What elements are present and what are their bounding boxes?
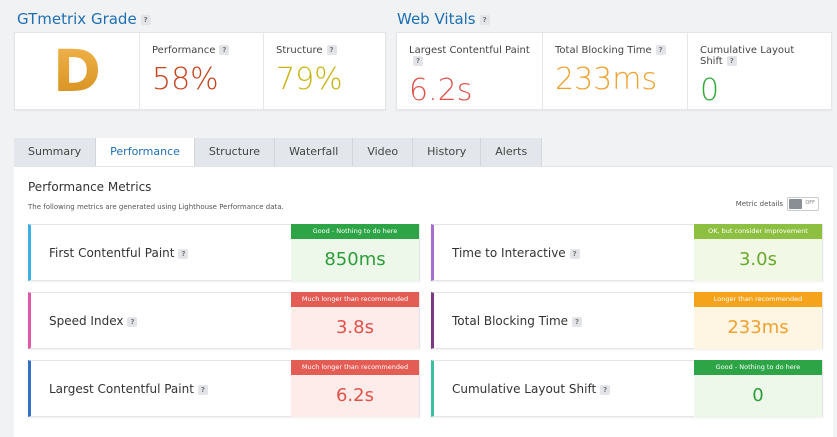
gtmetrix-grade-card: D Performance? 58% Structure? 79% [14,32,386,110]
help-icon[interactable]: ? [140,14,151,25]
tab-alerts[interactable]: Alerts [481,138,543,166]
metric-badge: Good - Nothing to do here 0 [694,360,822,417]
metric-status: Much longer than recommended [291,292,419,307]
help-icon[interactable]: ? [726,56,737,66]
web-vitals-card: Largest Contentful Paint? 6.2s Total Blo… [396,32,832,110]
metric-status: Much longer than recommended [291,360,419,375]
performance-label-row: Performance? [152,45,251,56]
metric-value: 6.2s [291,375,419,417]
tbt-value: 233ms [555,62,658,97]
panel-title: Performance Metrics [28,180,152,194]
metric-value: 233ms [694,307,822,349]
toggle-knob [789,199,802,209]
web-vitals-title: Web Vitals? [397,10,490,28]
help-icon[interactable]: ? [219,45,230,55]
tab-structure[interactable]: Structure [194,138,276,166]
metric-name: Total Blocking Time [452,314,569,328]
structure-label: Structure [276,45,323,56]
cls-label-row: Cumulative Layout Shift? [700,45,819,67]
metric-name-row: First Contentful Paint? [49,246,189,260]
metric-name: Time to Interactive [452,246,566,260]
metric-details-label: Metric details [735,200,783,208]
tbt-vital: Total Blocking Time? 233ms [543,33,688,109]
cls-value: 0 [700,73,720,108]
metric-card-first-contentful-paint: First Contentful Paint? Good - Nothing to… [28,224,420,281]
metric-card-speed-index: Speed Index? Much longer than recommended… [28,292,420,349]
toggle-state: OFF [805,200,815,206]
metric-name-row: Largest Contentful Paint? [49,382,208,396]
gtmetrix-grade-title: GTmetrix Grade? [17,10,151,28]
performance-label: Performance [152,45,216,56]
metric-card-largest-contentful-paint: Largest Contentful Paint? Much longer tha… [28,360,420,417]
metric-status: Good - Nothing to do here [291,224,419,239]
report-tabs: Summary Performance Structure Waterfall Vide… [14,138,543,166]
metric-card-total-blocking-time: Total Blocking Time? Longer than recommen… [431,292,823,349]
structure-value: 79% [276,62,343,97]
metric-name-row: Cumulative Layout Shift? [452,382,611,396]
metric-status: Good - Nothing to do here [694,360,822,375]
lcp-label-row: Largest Contentful Paint? [409,45,530,67]
metric-name: First Contentful Paint [49,246,175,260]
help-icon[interactable]: ? [127,316,138,327]
gtmetrix-grade-title-text: GTmetrix Grade [17,10,137,28]
grade-letter-box: D [15,33,140,109]
help-icon[interactable]: ? [569,248,580,259]
metric-name: Cumulative Layout Shift [452,382,597,396]
tab-performance[interactable]: Performance [96,138,195,166]
lcp-label: Largest Contentful Paint [409,45,530,56]
metric-name-row: Speed Index? [49,314,138,328]
metric-name: Largest Contentful Paint [49,382,194,396]
metric-card-cumulative-layout-shift: Cumulative Layout Shift? Good - Nothing t… [431,360,823,417]
lcp-value: 6.2s [409,73,473,108]
metric-card-time-to-interactive: Time to Interactive? OK, but consider imp… [431,224,823,281]
tab-summary[interactable]: Summary [14,138,97,166]
tbt-label: Total Blocking Time [555,45,652,56]
help-icon[interactable]: ? [572,316,583,327]
tab-video[interactable]: Video [353,138,414,166]
metric-badge: Longer than recommended 233ms [694,292,822,349]
metric-badge: Much longer than recommended 6.2s [291,360,419,417]
metric-details-control: Metric details OFF [736,197,819,211]
help-icon[interactable]: ? [600,384,611,395]
metric-name-row: Total Blocking Time? [452,314,583,328]
tab-waterfall[interactable]: Waterfall [275,138,354,166]
cls-label: Cumulative Layout Shift [700,45,795,67]
metric-name-row: Time to Interactive? [452,246,580,260]
performance-score: Performance? 58% [140,33,264,109]
metric-status: OK, but consider improvement [694,224,822,239]
metric-name: Speed Index [49,314,124,328]
help-icon[interactable]: ? [655,45,666,55]
lcp-vital: Largest Contentful Paint? 6.2s [397,33,543,109]
help-icon[interactable]: ? [197,384,208,395]
help-icon[interactable]: ? [178,248,189,259]
metric-value: 3.8s [291,307,419,349]
metric-badge: Much longer than recommended 3.8s [291,292,419,349]
help-icon[interactable]: ? [413,56,423,66]
metric-value: 850ms [291,239,419,281]
panel-description: The following metrics are generated usin… [28,203,284,211]
performance-value: 58% [152,62,219,97]
metric-badge: OK, but consider improvement 3.0s [694,224,822,281]
help-icon[interactable]: ? [326,45,337,55]
metric-value: 3.0s [694,239,822,281]
tbt-label-row: Total Blocking Time? [555,45,675,56]
metric-details-toggle[interactable]: OFF [787,197,819,211]
web-vitals-title-text: Web Vitals [397,10,476,28]
metric-badge: Good - Nothing to do here 850ms [291,224,419,281]
tab-history[interactable]: History [413,138,482,166]
performance-metrics-panel: Performance Metrics The following metric… [14,166,833,437]
structure-score: Structure? 79% [264,33,385,109]
metric-status: Longer than recommended [694,292,822,307]
cls-vital: Cumulative Layout Shift? 0 [688,33,831,109]
grade-letter: D [52,37,102,105]
structure-label-row: Structure? [276,45,373,56]
help-icon[interactable]: ? [479,14,490,25]
metric-value: 0 [694,375,822,417]
